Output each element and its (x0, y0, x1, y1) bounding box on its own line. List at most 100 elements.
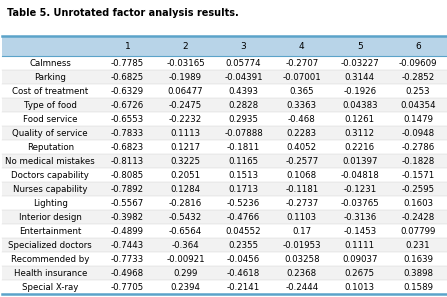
Text: -0.7705: -0.7705 (111, 282, 144, 292)
Text: 0.07799: 0.07799 (400, 227, 436, 236)
Text: 0.4393: 0.4393 (228, 87, 259, 96)
Text: Lighting: Lighting (33, 199, 68, 208)
Text: -0.01953: -0.01953 (283, 241, 321, 249)
Text: -0.7833: -0.7833 (111, 129, 144, 138)
Text: 0.01397: 0.01397 (342, 157, 378, 166)
Text: 0.06477: 0.06477 (168, 87, 203, 96)
Text: 0.1217: 0.1217 (170, 143, 201, 152)
Text: -0.8085: -0.8085 (111, 171, 144, 180)
Text: 0.1639: 0.1639 (403, 255, 433, 264)
Text: -0.04818: -0.04818 (341, 171, 379, 180)
Text: -0.2707: -0.2707 (285, 59, 318, 68)
Text: 0.3898: 0.3898 (403, 268, 433, 278)
Text: Food service: Food service (23, 115, 77, 124)
Text: -0.6564: -0.6564 (169, 227, 202, 236)
Text: -0.00921: -0.00921 (166, 255, 205, 264)
Bar (2, 168, 447, 182)
Text: -0.4899: -0.4899 (111, 227, 144, 236)
Text: 0.1589: 0.1589 (403, 282, 433, 292)
Text: 0.2051: 0.2051 (170, 171, 201, 180)
Text: 0.1165: 0.1165 (228, 157, 259, 166)
Text: 0.365: 0.365 (289, 87, 314, 96)
Text: No medical mistakes: No medical mistakes (5, 157, 95, 166)
Text: 0.3144: 0.3144 (345, 73, 375, 82)
Bar (2, 280, 447, 294)
Text: -0.2577: -0.2577 (285, 157, 318, 166)
Text: Interior design: Interior design (19, 213, 82, 222)
Text: -0.0948: -0.0948 (401, 129, 434, 138)
Text: -0.1231: -0.1231 (343, 185, 376, 194)
Text: 0.1513: 0.1513 (228, 171, 259, 180)
Text: -0.5567: -0.5567 (111, 199, 144, 208)
Text: 0.2675: 0.2675 (345, 268, 375, 278)
Text: 0.299: 0.299 (173, 268, 198, 278)
Text: 0.2394: 0.2394 (170, 282, 201, 292)
Bar (2, 36, 447, 56)
Text: -0.1989: -0.1989 (169, 73, 202, 82)
Text: -0.7443: -0.7443 (111, 241, 144, 249)
Text: -0.4618: -0.4618 (227, 268, 260, 278)
Text: -0.07888: -0.07888 (224, 129, 263, 138)
Text: -0.2475: -0.2475 (169, 101, 202, 110)
Text: 0.2283: 0.2283 (287, 129, 317, 138)
Text: -0.09609: -0.09609 (399, 59, 437, 68)
Text: 0.2216: 0.2216 (345, 143, 375, 152)
Text: 0.1603: 0.1603 (403, 199, 433, 208)
Text: Type of food: Type of food (24, 101, 77, 110)
Bar (2, 112, 447, 126)
Text: 0.4052: 0.4052 (287, 143, 317, 152)
Text: Health insurance: Health insurance (13, 268, 87, 278)
Text: 0.05774: 0.05774 (226, 59, 261, 68)
Text: -0.1828: -0.1828 (401, 157, 434, 166)
Text: 0.04383: 0.04383 (342, 101, 378, 110)
Text: 0.03258: 0.03258 (284, 255, 320, 264)
Bar (2, 56, 447, 70)
Text: Calmness: Calmness (30, 59, 71, 68)
Text: -0.2737: -0.2737 (285, 199, 318, 208)
Text: -0.7892: -0.7892 (111, 185, 144, 194)
Text: 0.253: 0.253 (405, 87, 430, 96)
Text: Table 5. Unrotated factor analysis results.: Table 5. Unrotated factor analysis resul… (7, 8, 238, 18)
Text: -0.04391: -0.04391 (224, 73, 263, 82)
Text: -0.3136: -0.3136 (343, 213, 376, 222)
Text: Entertainment: Entertainment (19, 227, 81, 236)
Bar (2, 224, 447, 238)
Text: -0.2595: -0.2595 (401, 185, 434, 194)
Text: -0.3982: -0.3982 (111, 213, 144, 222)
Text: 0.17: 0.17 (292, 227, 311, 236)
Text: -0.1571: -0.1571 (401, 171, 434, 180)
Text: 0.1713: 0.1713 (228, 185, 259, 194)
Bar (2, 182, 447, 196)
Text: Specialized doctors: Specialized doctors (8, 241, 92, 249)
Text: 0.09037: 0.09037 (342, 255, 378, 264)
Text: Parking: Parking (34, 73, 66, 82)
Text: 0.2355: 0.2355 (228, 241, 259, 249)
Text: Recommended by: Recommended by (11, 255, 89, 264)
Text: -0.2786: -0.2786 (401, 143, 434, 152)
Text: 0.3112: 0.3112 (345, 129, 375, 138)
Text: -0.6726: -0.6726 (111, 101, 144, 110)
Bar (2, 84, 447, 98)
Text: -0.7785: -0.7785 (111, 59, 144, 68)
Text: -0.2444: -0.2444 (285, 282, 318, 292)
Text: -0.5432: -0.5432 (169, 213, 202, 222)
Text: -0.7733: -0.7733 (111, 255, 144, 264)
Text: -0.6329: -0.6329 (111, 87, 144, 96)
Text: 0.2828: 0.2828 (228, 101, 259, 110)
Bar (2, 196, 447, 210)
Text: -0.2816: -0.2816 (169, 199, 202, 208)
Text: -0.1181: -0.1181 (285, 185, 318, 194)
Text: -0.07001: -0.07001 (283, 73, 321, 82)
Text: 0.2935: 0.2935 (228, 115, 259, 124)
Text: -0.03765: -0.03765 (341, 199, 379, 208)
Text: Nurses capability: Nurses capability (13, 185, 88, 194)
Text: 0.2368: 0.2368 (287, 268, 317, 278)
Text: 4: 4 (299, 42, 304, 50)
Text: -0.2232: -0.2232 (169, 115, 202, 124)
Text: 0.231: 0.231 (405, 241, 430, 249)
Text: -0.0456: -0.0456 (227, 255, 260, 264)
Text: 5: 5 (357, 42, 363, 50)
Text: Doctors capability: Doctors capability (11, 171, 89, 180)
Text: 0.1111: 0.1111 (345, 241, 375, 249)
Text: -0.5236: -0.5236 (227, 199, 260, 208)
